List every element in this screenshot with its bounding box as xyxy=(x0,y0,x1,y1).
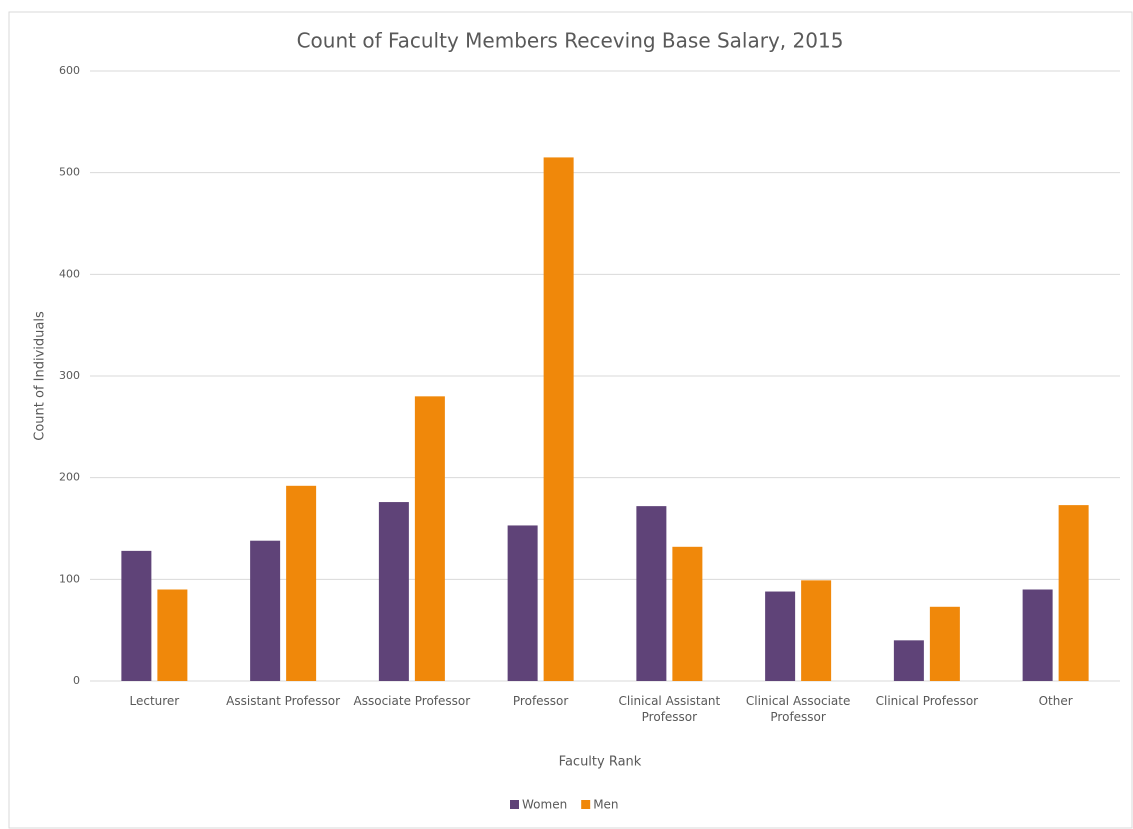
x-axis-title: Faculty Rank xyxy=(559,755,642,770)
chart-border xyxy=(8,11,1133,829)
x-tick-label: Associate Professor xyxy=(353,694,471,708)
bar xyxy=(378,502,409,681)
x-tick-label: Clinical Assistant Professor xyxy=(618,694,721,724)
legend-swatch xyxy=(581,800,591,809)
y-tick-label: 500 xyxy=(59,166,80,179)
bar xyxy=(1058,505,1089,681)
x-tick-label: Clinical Professor xyxy=(875,694,979,708)
bar xyxy=(929,606,960,681)
x-tick-label: Assistant Professor xyxy=(226,694,341,708)
bar xyxy=(765,591,796,681)
bar xyxy=(672,546,703,681)
bar xyxy=(250,540,281,681)
y-axis-title: Count of Individuals xyxy=(33,311,48,441)
legend-swatch xyxy=(510,800,519,809)
x-tick-label: Other xyxy=(1038,694,1073,708)
bar xyxy=(507,525,538,681)
bar xyxy=(893,640,924,681)
bar xyxy=(543,157,574,681)
x-tick-label: Clinical Associate Professor xyxy=(745,694,851,724)
y-tick-label: 200 xyxy=(59,471,80,484)
x-tick-label: Lecturer xyxy=(129,694,180,708)
y-tick-label: 600 xyxy=(59,64,80,77)
bar xyxy=(1022,589,1053,681)
y-tick-label: 300 xyxy=(59,369,80,382)
y-tick-label: 100 xyxy=(59,572,80,585)
bar xyxy=(157,589,188,681)
y-tick-label: 400 xyxy=(59,267,80,280)
bar xyxy=(414,396,445,681)
legend-label: Men xyxy=(593,798,618,812)
bar xyxy=(286,485,317,681)
legend-label: Women xyxy=(522,798,567,812)
chart-title: Count of Faculty Members Receving Base S… xyxy=(297,29,844,53)
bar xyxy=(801,580,832,681)
x-tick-label: Professor xyxy=(512,694,569,708)
bar xyxy=(636,506,667,681)
bar xyxy=(121,550,152,681)
y-tick-label: 0 xyxy=(73,674,80,687)
